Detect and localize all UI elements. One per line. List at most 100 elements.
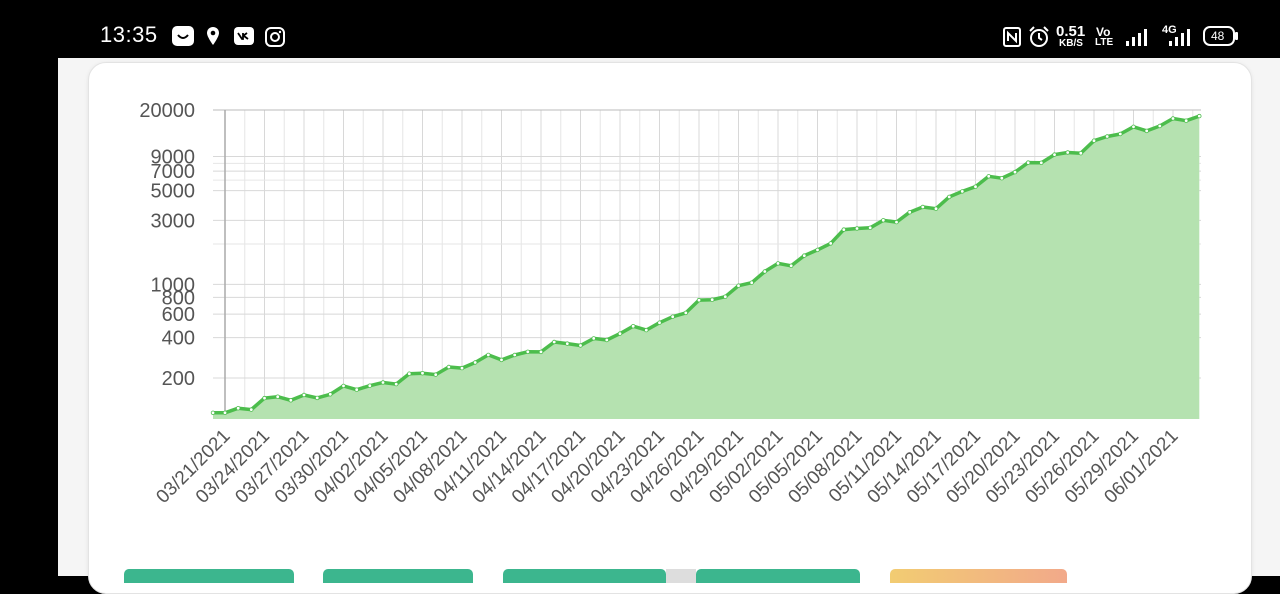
data-point: [1012, 169, 1018, 175]
instagram-icon: [265, 27, 285, 47]
data-point: [565, 341, 570, 346]
data-point: [552, 339, 557, 345]
action-button-3[interactable]: [503, 569, 666, 583]
data-point: [762, 269, 767, 274]
data-point: [249, 407, 254, 412]
data-point: [499, 357, 504, 363]
smile-app-icon: [172, 26, 194, 46]
data-point: [749, 280, 754, 285]
data-point: [538, 349, 544, 355]
data-point: [210, 410, 216, 415]
data-point: [841, 227, 846, 232]
data-point: [696, 297, 702, 303]
vk-icon: [234, 27, 254, 45]
alarm-clock-icon: [1029, 26, 1049, 47]
data-point: [525, 349, 530, 354]
data-point: [775, 261, 781, 266]
y-tick-label: 5000: [151, 181, 196, 203]
data-point: [710, 297, 715, 302]
data-point: [868, 225, 873, 230]
y-tick-label: 800: [162, 287, 195, 309]
data-point: [644, 327, 649, 333]
data-point: [459, 365, 465, 371]
y-tick-label: 3000: [151, 210, 196, 232]
data-point: [1025, 160, 1031, 165]
data-point: [617, 331, 623, 336]
battery-icon: [1203, 26, 1238, 46]
data-point: [1157, 123, 1162, 129]
data-point: [367, 383, 372, 388]
data-point: [723, 294, 728, 299]
data-point: [262, 395, 267, 401]
signal-bars-icon: [1126, 29, 1147, 46]
data-point: [341, 383, 346, 389]
data-point: [1091, 138, 1097, 143]
data-point: [947, 194, 952, 200]
data-point: [328, 392, 333, 397]
data-point: [380, 380, 386, 385]
data-point: [986, 174, 991, 179]
data-point: [1183, 118, 1189, 123]
data-point: [736, 283, 741, 288]
net-speed-unit: KB/S: [1059, 38, 1083, 49]
nfc-icon: [1003, 27, 1021, 47]
data-point: [1197, 113, 1202, 119]
data-point: [1039, 160, 1044, 165]
data-point: [999, 175, 1004, 181]
data-point: [1065, 150, 1070, 155]
location-pin-icon: [207, 27, 219, 45]
action-button-4[interactable]: [696, 569, 860, 583]
data-point: [933, 206, 939, 211]
data-point: [683, 310, 688, 316]
y-tick-label: 400: [162, 328, 195, 350]
signal-bars-4g-icon: [1169, 29, 1190, 46]
action-button-5[interactable]: [890, 569, 1067, 583]
data-point: [354, 387, 359, 392]
data-point: [1052, 152, 1057, 157]
data-point: [578, 343, 583, 348]
series-area-fill: [213, 116, 1200, 419]
data-point: [288, 398, 293, 403]
data-point: [433, 372, 438, 377]
data-point: [486, 352, 491, 358]
data-point: [1144, 128, 1149, 134]
data-point: [973, 184, 978, 189]
action-button-1[interactable]: [124, 569, 294, 583]
data-point: [657, 320, 662, 325]
data-point: [1104, 134, 1110, 139]
data-point: [907, 209, 912, 215]
data-point: [828, 241, 833, 246]
action-button-2[interactable]: [323, 569, 473, 583]
y-tick-label: 1000: [151, 274, 196, 296]
data-point: [394, 381, 399, 387]
y-tick-label: 9000: [151, 146, 196, 168]
data-point: [670, 314, 675, 319]
status-bar: 13:35 0.51 KB/S Vo LTE 4G: [0, 0, 1280, 58]
data-point: [881, 218, 886, 223]
data-point: [920, 204, 925, 210]
data-point: [1170, 116, 1176, 121]
data-point: [446, 364, 451, 370]
data-point: [301, 392, 307, 398]
data-point: [802, 253, 807, 258]
data-point: [1118, 131, 1123, 137]
y-tick-label: 20000: [139, 100, 195, 122]
data-point: [854, 226, 860, 231]
chart: 200400600800100030005000700090002000003/…: [139, 100, 1202, 508]
data-point: [473, 360, 478, 365]
data-point: [894, 219, 899, 225]
data-point: [631, 324, 636, 329]
battery-level: 48: [1211, 29, 1225, 43]
data-point: [512, 352, 517, 358]
data-point: [407, 371, 412, 376]
action-button-divider: [666, 569, 696, 583]
data-point: [420, 371, 425, 376]
volte-top: Vo: [1096, 25, 1111, 39]
data-point: [604, 337, 609, 343]
data-point: [235, 406, 241, 411]
data-point: [275, 394, 280, 399]
data-point: [222, 410, 228, 415]
y-tick-label: 200: [162, 368, 195, 390]
status-time: 13:35: [100, 22, 158, 47]
y-tick-label: 600: [162, 304, 195, 326]
